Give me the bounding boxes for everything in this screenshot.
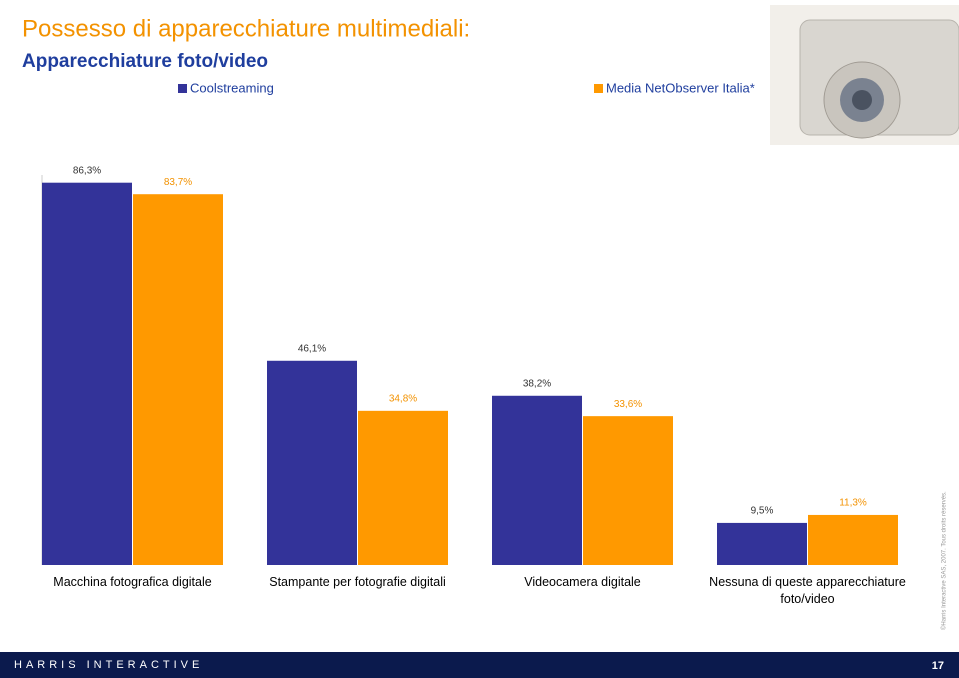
value-label: 33,6% xyxy=(614,399,642,410)
value-label: 11,3% xyxy=(839,498,867,509)
bar xyxy=(717,522,807,565)
x-tick-label: Macchina fotografica digitale xyxy=(53,575,212,589)
value-label: 86,3% xyxy=(73,165,101,176)
x-tick-label: Stampante per fotografie digitali xyxy=(269,575,446,589)
value-label: 46,1% xyxy=(298,343,326,354)
footer-company: HARRIS INTERACTIVE xyxy=(14,659,203,671)
x-tick-label: Videocamera digitale xyxy=(524,575,641,589)
legend-swatch xyxy=(594,84,603,93)
bar xyxy=(358,410,448,565)
bar xyxy=(267,360,357,565)
bar xyxy=(42,182,132,566)
camera-image xyxy=(770,5,959,145)
chart-subtitle: Apparecchiature foto/video xyxy=(22,51,268,72)
bar xyxy=(492,395,582,565)
legend-swatch xyxy=(178,84,187,93)
value-label: 38,2% xyxy=(523,378,551,389)
value-label: 83,7% xyxy=(164,177,192,188)
bar xyxy=(808,514,898,565)
chart-title: Possesso di apparecchiature multimediali… xyxy=(22,15,470,42)
bar xyxy=(583,416,673,565)
legend-label: Media NetObserver Italia* xyxy=(606,80,755,95)
footer-bar xyxy=(0,652,959,678)
x-tick-label: Nessuna di queste apparecchiature foto/v… xyxy=(709,575,906,606)
legend-label: Coolstreaming xyxy=(190,80,274,95)
copyright: ©Harris Interactive SAS, 2007. Tous droi… xyxy=(941,491,948,630)
page-number: 17 xyxy=(932,660,944,672)
value-label: 9,5% xyxy=(751,506,774,517)
bar xyxy=(133,194,223,566)
value-label: 34,8% xyxy=(389,393,417,404)
